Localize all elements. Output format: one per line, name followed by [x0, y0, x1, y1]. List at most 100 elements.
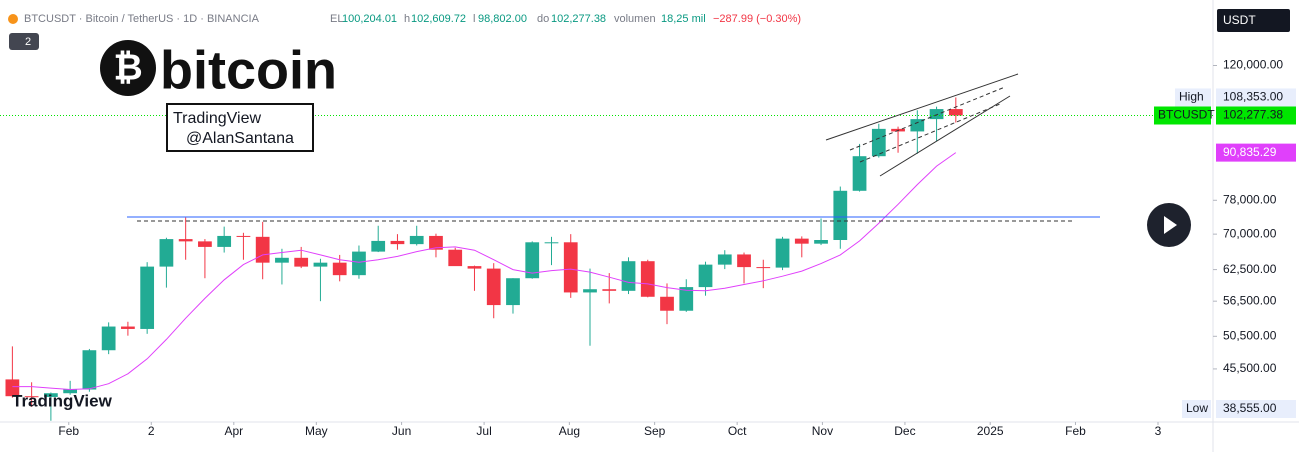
candle-body: [198, 241, 212, 247]
price-label-name: Low: [1186, 401, 1208, 415]
candle-body: [390, 240, 405, 245]
ma-label: 90,835.29: [1223, 145, 1277, 159]
candle-body: [313, 262, 328, 267]
candle-body: [679, 287, 694, 311]
x-tick-label: Feb: [1065, 424, 1086, 438]
symbol: BTCUSDT · Bitcoin / TetherUS · 1D · BINA…: [24, 13, 260, 25]
open-key: EL: [330, 13, 343, 25]
x-tick-label: Aug: [559, 424, 580, 438]
credit-box: [166, 103, 314, 152]
candle-body: [814, 240, 828, 244]
credit: TradingView: [173, 110, 261, 127]
candle-body: [698, 264, 713, 288]
x-tick-label: 3: [1155, 424, 1162, 438]
collapse-button[interactable]: [9, 33, 39, 50]
candle-body: [775, 238, 790, 268]
candle-body: [159, 239, 174, 267]
candle-body: [217, 235, 232, 247]
candle-body: [63, 389, 78, 394]
open: 100,204.01: [342, 13, 397, 25]
wedge-line: [859, 103, 1001, 163]
candle-body: [852, 156, 867, 191]
candle-body: [929, 109, 944, 120]
plot: [0, 97, 1213, 421]
candle-body: [82, 350, 97, 390]
price-label-box: [1182, 400, 1211, 418]
candle-body: [583, 289, 597, 293]
x-tick-label: Apr: [224, 424, 243, 438]
candle-body: [44, 393, 58, 397]
wedge-line: [825, 73, 1019, 141]
symbol-icon: [8, 14, 18, 24]
candle-body: [121, 326, 135, 329]
price-value: 108,353.00: [1223, 90, 1283, 104]
y-tick-label: 78,000.00: [1223, 192, 1277, 206]
candle-body: [140, 266, 155, 329]
price-label-name: BTCUSDT: [1158, 108, 1215, 122]
candle-body: [794, 238, 809, 244]
candle-body: [352, 251, 366, 276]
candle-body: [640, 261, 655, 297]
candle-body: [332, 262, 347, 276]
x-tick-label: Jun: [392, 424, 411, 438]
currency[interactable]: USDT: [1223, 13, 1256, 27]
candle-body: [756, 267, 771, 269]
candle-body: [275, 257, 289, 263]
candle-body: [525, 242, 540, 279]
candle-body: [602, 289, 617, 291]
high: 102,609.72: [411, 13, 466, 25]
price-value: 102,277.38: [1223, 108, 1283, 122]
x-tick-label: Nov: [812, 424, 833, 438]
btc-logo: [100, 40, 156, 96]
y-tick-label: 70,000.00: [1223, 226, 1277, 240]
moving-average: [12, 152, 957, 391]
candle-body: [371, 240, 386, 252]
badge[interactable]: 2: [25, 36, 31, 48]
candle-body: [5, 379, 20, 397]
currency-box[interactable]: [1217, 9, 1290, 32]
x-tick-label: Oct: [728, 424, 747, 438]
price-value: 38,555.00: [1223, 401, 1277, 415]
play-icon[interactable]: [1164, 216, 1177, 234]
y-tick-label: 120,000.00: [1223, 58, 1283, 72]
credit: @AlanSantana: [186, 130, 294, 147]
x-tick-label: Sep: [644, 424, 666, 438]
low-key: l: [473, 13, 475, 25]
candle-body: [737, 254, 751, 268]
candle-body: [660, 296, 674, 311]
x-tick-label: Jul: [476, 424, 491, 438]
candle-body: [294, 257, 309, 267]
candle-body: [544, 242, 559, 244]
close: 102,277.38: [551, 13, 606, 25]
candle-body: [948, 109, 963, 116]
x-tick-label: 2025: [977, 424, 1004, 438]
price-value-box: [1216, 88, 1296, 107]
x-tick-label: Feb: [58, 424, 79, 438]
y-tick-label: 62,500.00: [1223, 262, 1277, 276]
x-tick-label: Dec: [894, 424, 915, 438]
candle-body: [429, 235, 443, 250]
candle-body: [24, 396, 39, 398]
candle-body: [255, 236, 270, 263]
y-tick-label: 50,500.00: [1223, 328, 1277, 342]
btc-symbol: ₿: [113, 47, 142, 88]
volume: 18,25 mil: [661, 13, 706, 25]
candle-body: [448, 249, 463, 267]
candle-body: [506, 278, 520, 306]
price-label-box: [1175, 88, 1211, 107]
x-tick-label: 2: [148, 424, 155, 438]
price-value-box: [1216, 400, 1296, 418]
candle-body: [178, 239, 193, 242]
candle-body: [621, 261, 636, 291]
candle-body: [236, 235, 251, 237]
candle-body: [563, 242, 578, 293]
close-key: do: [537, 13, 549, 25]
wedge-line: [879, 95, 1011, 177]
candle-body: [871, 128, 886, 157]
brand: bitcoin: [160, 40, 337, 100]
low: 98,802.00: [478, 13, 527, 25]
y-tick-label: 56,500.00: [1223, 293, 1277, 307]
price-value-box: [1216, 106, 1296, 125]
price-label-name: High: [1179, 90, 1204, 104]
